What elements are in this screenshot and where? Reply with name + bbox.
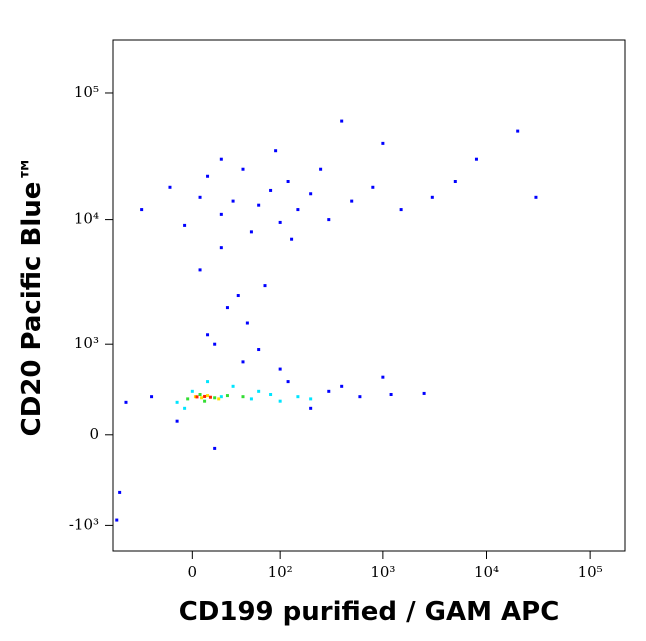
point [309, 397, 313, 401]
point [340, 119, 344, 123]
point [274, 149, 278, 153]
point [198, 195, 202, 199]
point [422, 391, 426, 395]
point [269, 392, 273, 396]
point [319, 167, 323, 171]
point [217, 397, 221, 401]
point [193, 395, 197, 399]
x-tick-label: 10³ [370, 563, 395, 581]
point [381, 375, 385, 379]
point [219, 157, 223, 161]
y-tick-label: -10³ [69, 515, 99, 533]
point [206, 380, 210, 384]
point [257, 203, 261, 207]
point [198, 392, 202, 396]
point [186, 397, 190, 401]
plot-frame [112, 39, 626, 552]
point [190, 389, 194, 393]
point [175, 419, 179, 423]
point [278, 399, 282, 403]
point [150, 395, 154, 399]
point [358, 395, 362, 399]
point [381, 141, 385, 145]
point [241, 167, 245, 171]
point [296, 208, 300, 212]
x-tick-label: 0 [188, 563, 198, 581]
point [245, 321, 249, 325]
point [241, 395, 245, 399]
point [198, 268, 202, 272]
point [206, 333, 210, 337]
point [430, 195, 434, 199]
point [225, 394, 229, 398]
point [309, 192, 313, 196]
point [534, 195, 538, 199]
point [175, 400, 179, 404]
point [206, 394, 210, 398]
point [219, 212, 223, 216]
point [124, 400, 128, 404]
point [327, 218, 331, 222]
point [340, 384, 344, 388]
x-tick-label: 10⁴ [474, 563, 499, 581]
point [474, 157, 478, 161]
point [183, 223, 187, 227]
point [296, 395, 300, 399]
point [257, 348, 261, 352]
point [115, 518, 119, 522]
point [203, 394, 207, 398]
point [327, 389, 331, 393]
point [278, 220, 282, 224]
point [168, 185, 172, 189]
y-tick-label: 10⁴ [74, 210, 99, 228]
point [290, 237, 294, 241]
point [213, 342, 217, 346]
point [263, 284, 267, 288]
point [257, 389, 261, 393]
x-tick-label: 10⁵ [578, 563, 603, 581]
y-axis-title: CD20 Pacific Blue™ [17, 156, 47, 437]
point [241, 360, 245, 364]
point [453, 179, 457, 183]
point [208, 395, 212, 399]
point [269, 188, 273, 192]
y-tick-label: 10⁵ [74, 83, 99, 101]
point [399, 208, 403, 212]
y-tick-label: 0 [89, 425, 99, 443]
point [231, 199, 235, 203]
point [206, 174, 210, 178]
point [309, 406, 313, 410]
point [389, 392, 393, 396]
point [195, 395, 199, 399]
point [371, 185, 375, 189]
point [286, 179, 290, 183]
point [231, 384, 235, 388]
point [225, 306, 229, 310]
point [516, 129, 520, 133]
point [286, 380, 290, 384]
point [278, 367, 282, 371]
point [183, 406, 187, 410]
point [213, 396, 217, 400]
point [219, 395, 223, 399]
point [236, 294, 240, 298]
x-axis-title: CD199 purified / GAM APC [179, 597, 560, 627]
point [200, 396, 204, 400]
point [219, 246, 223, 250]
point [140, 208, 144, 212]
point [203, 399, 207, 403]
point [118, 490, 122, 494]
point [249, 230, 253, 234]
point [249, 397, 253, 401]
y-tick-label: 10³ [74, 334, 99, 352]
x-tick-label: 10² [268, 563, 293, 581]
point [213, 446, 217, 450]
point [350, 199, 354, 203]
